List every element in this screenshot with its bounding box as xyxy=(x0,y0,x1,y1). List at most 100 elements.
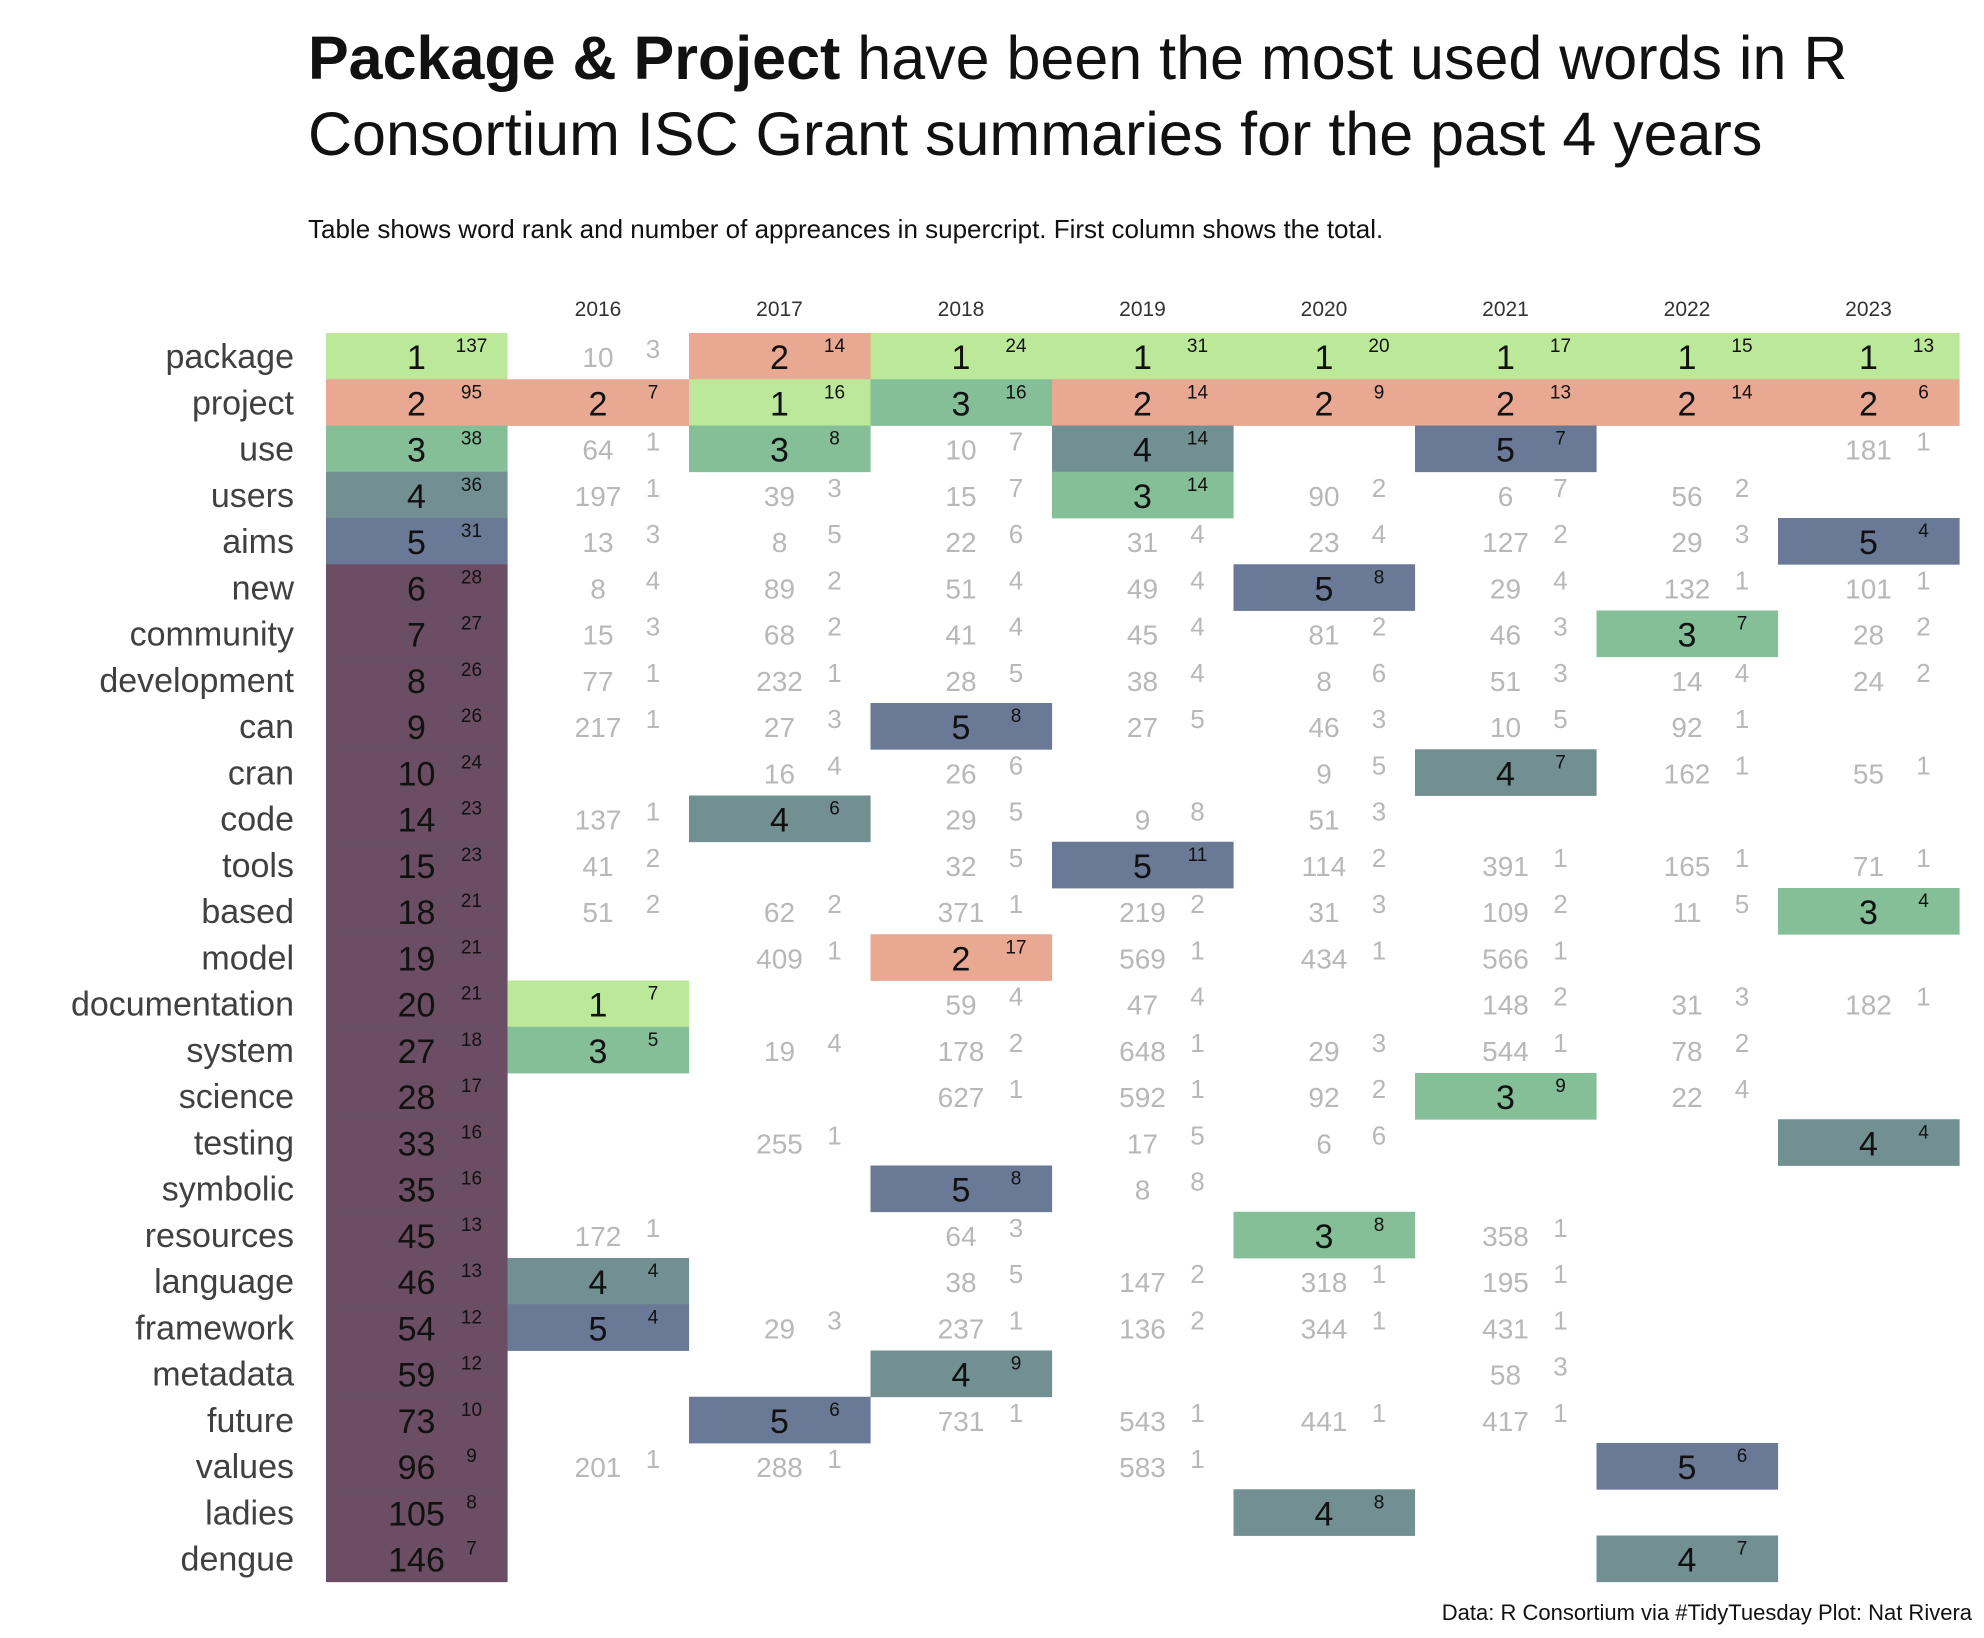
cell-count-aims-2018: 6 xyxy=(1009,519,1023,549)
cell-rank-system-2016: 3 xyxy=(589,1033,608,1071)
row-label-dengue: dengue xyxy=(181,1541,294,1579)
row-label-metadata: metadata xyxy=(152,1356,294,1394)
cell-rank-science-2021: 3 xyxy=(1496,1079,1515,1117)
cell-rank-project-Total: 2 xyxy=(407,385,426,423)
cell-rank-testing-2019: 17 xyxy=(1127,1128,1158,1159)
cell-count-model-2019: 1 xyxy=(1190,935,1204,965)
cell-count-project-2018: 16 xyxy=(1005,382,1026,403)
cell-rank-documentation-Total: 20 xyxy=(398,987,436,1025)
cell-count-package-2020: 20 xyxy=(1368,336,1389,357)
cell-count-values-2017: 1 xyxy=(827,1444,841,1474)
cell-count-system-2018: 2 xyxy=(1009,1028,1023,1058)
cell-count-based-2023: 4 xyxy=(1918,891,1929,912)
row-label-new: new xyxy=(232,569,295,607)
cell-rank-future-2018: 731 xyxy=(938,1406,985,1437)
cell-count-community-2016: 3 xyxy=(646,612,660,642)
cell-count-documentation-2023: 1 xyxy=(1916,982,1930,1012)
cell-count-based-2017: 2 xyxy=(827,889,841,919)
cell-count-cran-2020: 5 xyxy=(1372,750,1386,780)
row-label-resources: resources xyxy=(145,1217,294,1255)
cell-count-use-Total: 38 xyxy=(461,429,482,450)
cell-count-testing-2023: 4 xyxy=(1918,1122,1929,1143)
cell-count-use-2018: 7 xyxy=(1009,427,1023,457)
cell-count-based-2022: 5 xyxy=(1735,889,1749,919)
cell-rank-based-2019: 219 xyxy=(1119,897,1166,928)
cell-rank-project-2022: 2 xyxy=(1678,385,1697,423)
cell-count-package-2019: 31 xyxy=(1187,336,1208,357)
cell-rank-values-2016: 201 xyxy=(575,1452,622,1483)
cell-count-use-2023: 1 xyxy=(1916,427,1930,457)
cell-count-aims-2016: 3 xyxy=(646,519,660,549)
cell-count-documentation-Total: 21 xyxy=(461,984,482,1005)
cell-rank-documentation-2022: 31 xyxy=(1671,990,1702,1021)
cell-rank-cran-2023: 55 xyxy=(1853,758,1884,789)
cell-count-documentation-2016: 7 xyxy=(648,984,659,1005)
cell-count-project-Total: 95 xyxy=(461,382,482,403)
cell-rank-community-2019: 45 xyxy=(1127,620,1158,651)
cell-rank-aims-Total: 5 xyxy=(407,524,426,562)
cell-rank-tools-2020: 114 xyxy=(1302,851,1347,882)
row-label-symbolic: symbolic xyxy=(162,1171,294,1209)
cell-rank-project-2023: 2 xyxy=(1859,385,1878,423)
cell-rank-community-Total: 7 xyxy=(407,617,426,655)
cell-count-model-2020: 1 xyxy=(1372,935,1386,965)
row-label-package: package xyxy=(165,338,294,376)
cell-count-package-2022: 15 xyxy=(1731,336,1752,357)
cell-rank-science-2020: 92 xyxy=(1308,1082,1339,1113)
cell-count-future-2019: 1 xyxy=(1190,1398,1204,1428)
cell-rank-cran-2021: 4 xyxy=(1496,755,1515,793)
cell-rank-language-2019: 147 xyxy=(1119,1267,1166,1298)
cell-count-package-Total: 137 xyxy=(456,336,488,357)
cell-count-documentation-2018: 4 xyxy=(1009,982,1023,1012)
column-header-2020: 2020 xyxy=(1301,298,1348,321)
cell-count-users-Total: 36 xyxy=(461,475,482,496)
cell-rank-code-2018: 29 xyxy=(945,805,976,836)
cell-rank-development-2020: 8 xyxy=(1316,666,1332,697)
cell-count-documentation-2022: 3 xyxy=(1735,982,1749,1012)
cell-rank-community-2020: 81 xyxy=(1308,620,1339,651)
cell-count-values-2022: 6 xyxy=(1737,1446,1748,1467)
cell-count-new-Total: 28 xyxy=(461,567,482,588)
cell-rank-new-2022: 132 xyxy=(1664,573,1711,604)
cell-count-future-2020: 1 xyxy=(1372,1398,1386,1428)
cell-rank-dengue-2022: 4 xyxy=(1678,1542,1697,1580)
cell-count-code-2018: 5 xyxy=(1009,797,1023,827)
cell-count-package-2023: 13 xyxy=(1913,336,1934,357)
cell-rank-values-Total: 96 xyxy=(398,1449,436,1487)
cell-count-new-2019: 4 xyxy=(1190,565,1204,595)
cell-count-based-2020: 3 xyxy=(1372,889,1386,919)
cell-count-package-2018: 24 xyxy=(1005,336,1027,357)
cell-count-code-2017: 6 xyxy=(829,799,840,820)
cell-rank-resources-2018: 64 xyxy=(945,1221,976,1252)
cell-rank-use-2017: 3 xyxy=(770,432,789,470)
cell-count-community-2020: 2 xyxy=(1372,612,1386,642)
cell-rank-based-2021: 109 xyxy=(1482,897,1529,928)
cell-rank-system-2021: 544 xyxy=(1482,1036,1529,1067)
cell-count-tools-2019: 11 xyxy=(1188,845,1208,866)
cell-rank-can-2021: 10 xyxy=(1490,712,1521,743)
cell-count-science-2022: 4 xyxy=(1735,1074,1749,1104)
cell-count-new-2016: 4 xyxy=(646,565,660,595)
cell-count-can-2022: 1 xyxy=(1735,704,1749,734)
row-label-code: code xyxy=(220,801,294,839)
cell-rank-model-2018: 2 xyxy=(952,940,971,978)
cell-count-code-2016: 1 xyxy=(646,797,660,827)
cell-rank-use-2021: 5 xyxy=(1496,432,1515,470)
cell-count-users-2019: 14 xyxy=(1187,475,1209,496)
cell-count-documentation-2021: 2 xyxy=(1553,982,1567,1012)
cell-rank-community-2016: 15 xyxy=(582,620,613,651)
cell-count-system-Total: 18 xyxy=(461,1030,482,1051)
cell-rank-cran-2017: 16 xyxy=(764,758,795,789)
cell-rank-development-2016: 77 xyxy=(582,666,613,697)
cell-rank-tools-2021: 391 xyxy=(1482,851,1529,882)
cell-rank-resources-2016: 172 xyxy=(575,1221,622,1252)
cell-count-dengue-Total: 7 xyxy=(466,1539,477,1560)
cell-count-framework-2019: 2 xyxy=(1190,1305,1204,1335)
cell-count-based-2016: 2 xyxy=(646,889,660,919)
cell-count-science-2019: 1 xyxy=(1190,1074,1204,1104)
cell-rank-language-2021: 195 xyxy=(1482,1267,1529,1298)
cell-count-based-2021: 2 xyxy=(1553,889,1567,919)
cell-count-language-2019: 2 xyxy=(1190,1259,1204,1289)
cell-rank-development-2018: 28 xyxy=(945,666,976,697)
cell-rank-project-2019: 2 xyxy=(1133,385,1152,423)
